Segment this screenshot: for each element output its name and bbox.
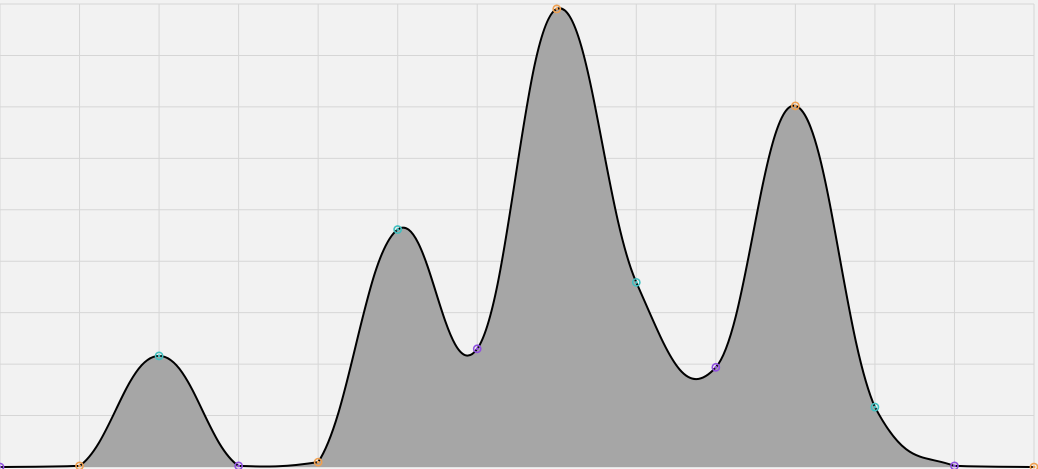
data-point-ring	[234, 461, 244, 469]
data-point-core	[873, 405, 877, 409]
data-point-core	[78, 464, 81, 468]
data-point	[393, 225, 403, 234]
data-point-ring	[631, 277, 641, 287]
data-point-ring	[393, 225, 403, 234]
data-point-core	[555, 7, 559, 11]
data-point	[870, 402, 880, 412]
series-line-path	[0, 7, 1035, 468]
data-point-core	[1032, 465, 1036, 469]
series-line	[0, 7, 1035, 468]
area-fill-shape	[0, 8, 1034, 467]
data-point	[552, 4, 562, 14]
data-point-core	[634, 280, 638, 284]
data-point-core	[953, 464, 956, 468]
data-point-ring	[552, 4, 562, 14]
data-point	[711, 362, 721, 372]
data-point-ring	[950, 461, 959, 469]
data-point	[75, 461, 84, 469]
data-point-core	[0, 465, 2, 469]
data-point-ring	[790, 101, 800, 111]
data-point	[790, 101, 800, 111]
data-point	[950, 461, 959, 469]
data-point-core	[475, 347, 479, 351]
data-point-ring	[472, 344, 482, 354]
data-point-core	[793, 104, 797, 108]
data-point	[313, 457, 323, 467]
data-point	[631, 277, 641, 287]
data-point-core	[714, 365, 718, 369]
data-point-core	[316, 460, 320, 464]
data-point	[154, 351, 164, 361]
data-point-ring	[870, 402, 880, 412]
data-point-ring	[0, 462, 5, 469]
data-point-ring	[711, 362, 721, 372]
data-point	[472, 344, 482, 354]
area-fill	[0, 8, 1034, 467]
data-point-core	[237, 464, 241, 468]
data-point-ring	[75, 461, 84, 469]
data-point	[0, 462, 5, 469]
data-point-ring	[154, 351, 164, 361]
data-point	[234, 461, 244, 469]
data-markers	[0, 4, 1038, 469]
data-point-core	[396, 228, 400, 231]
data-point-core	[157, 354, 161, 358]
data-point-ring	[313, 457, 323, 467]
